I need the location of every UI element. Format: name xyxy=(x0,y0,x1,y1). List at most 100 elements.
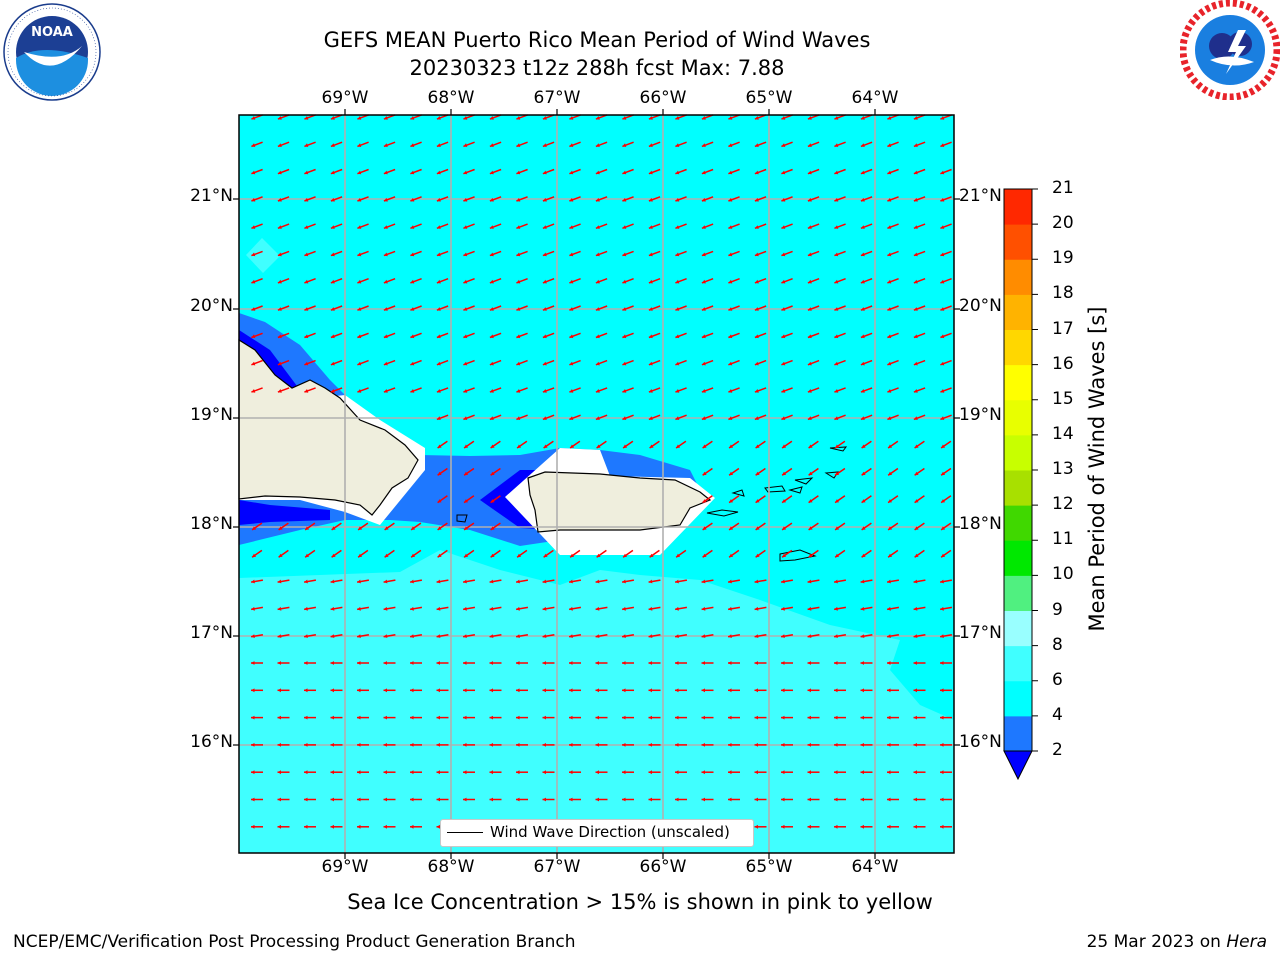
wind-wave-arrowhead xyxy=(622,634,626,638)
colorbar-segment xyxy=(1004,364,1032,401)
wind-wave-arrowhead xyxy=(436,361,441,366)
wind-wave-arrowhead xyxy=(834,743,838,747)
wind-wave-arrowhead xyxy=(436,634,441,638)
lon-label-top-67w: 67°W xyxy=(533,88,581,108)
wind-wave-arrowhead xyxy=(410,307,415,311)
wind-wave-arrowhead xyxy=(542,389,547,393)
wind-wave-arrowhead xyxy=(436,225,441,229)
wind-wave-arrowhead xyxy=(807,579,812,584)
wind-wave-arrowhead xyxy=(463,743,467,747)
wind-wave-arrowhead xyxy=(834,197,839,202)
wind-wave-arrowhead xyxy=(781,389,786,393)
wind-wave-arrowhead xyxy=(648,252,653,257)
wind-wave-arrowhead xyxy=(595,797,599,802)
noaa-logo-text: NOAA xyxy=(31,25,73,40)
wind-wave-arrowhead xyxy=(887,416,892,420)
wind-wave-arrowhead xyxy=(383,661,387,665)
wind-wave-arrowhead xyxy=(913,225,918,229)
wind-wave-arrowhead xyxy=(728,688,732,693)
wind-wave-arrowhead xyxy=(410,634,414,638)
wind-wave-arrowhead xyxy=(648,416,653,420)
wind-wave-arrowhead xyxy=(781,688,785,693)
wind-wave-arrowhead xyxy=(251,606,255,611)
wind-wave-arrowhead xyxy=(436,197,441,202)
wind-wave-arrowhead xyxy=(728,252,733,257)
wind-wave-arrowhead xyxy=(357,307,362,311)
colorbar-tick-label: 16 xyxy=(1052,353,1074,374)
wind-wave-arrowhead xyxy=(330,143,335,147)
wind-wave-arrowhead xyxy=(542,170,547,175)
wind-wave-arrowhead xyxy=(728,279,733,284)
colorbar-tick-label: 18 xyxy=(1052,283,1074,304)
wind-wave-arrowhead xyxy=(781,334,786,339)
wind-wave-arrowhead xyxy=(729,526,734,530)
wind-wave-arrowhead xyxy=(569,715,573,720)
colorbar-segment xyxy=(1004,680,1032,717)
wind-wave-arrowhead xyxy=(277,661,281,665)
wind-wave-arrowhead xyxy=(383,389,388,393)
wind-wave-arrowhead xyxy=(887,770,891,775)
wind-wave-arrowhead xyxy=(410,797,414,802)
wind-wave-arrowhead xyxy=(940,143,945,147)
wind-wave-arrowhead xyxy=(330,116,335,120)
wind-wave-arrowhead xyxy=(542,252,547,257)
wind-wave-arrowhead xyxy=(754,797,758,802)
colorbar-segment xyxy=(1004,645,1032,682)
wind-wave-arrowhead xyxy=(728,307,733,311)
wind-wave-arrowhead xyxy=(383,307,388,311)
wind-wave-arrowhead xyxy=(277,389,282,393)
wind-wave-arrowhead xyxy=(358,526,363,530)
wind-wave-arrowhead xyxy=(648,116,653,120)
wind-wave-arrowhead xyxy=(410,225,415,229)
wind-wave-arrowhead xyxy=(834,770,838,775)
wind-wave-arrowhead xyxy=(834,361,839,366)
wind-wave-arrowhead xyxy=(463,634,467,638)
wind-wave-arrowhead xyxy=(807,279,812,284)
wind-wave-arrowhead xyxy=(941,471,946,476)
wind-wave-arrowhead xyxy=(410,688,414,693)
wind-wave-arrowhead xyxy=(437,526,442,530)
wind-wave-arrowhead xyxy=(622,688,626,693)
wind-wave-arrowhead xyxy=(781,797,785,802)
lon-label-bottom-66w: 66°W xyxy=(639,857,687,877)
wind-wave-arrowhead xyxy=(940,770,944,775)
wind-wave-arrowhead xyxy=(701,797,705,802)
wind-wave-arrowhead xyxy=(516,170,521,175)
wind-wave-arrowhead xyxy=(913,307,918,311)
wind-wave-arrowhead xyxy=(542,715,546,720)
wind-wave-arrowhead xyxy=(676,444,681,448)
wind-wave-arrowhead xyxy=(835,499,840,503)
wind-wave-arrowhead xyxy=(463,606,467,611)
lon-label-bottom-68w: 68°W xyxy=(427,857,475,877)
wind-wave-arrowhead xyxy=(807,197,812,202)
wind-wave-arrowhead xyxy=(330,361,335,366)
wind-wave-arrowhead xyxy=(755,553,760,558)
wind-wave-arrowhead xyxy=(702,526,707,530)
wind-wave-arrowhead xyxy=(622,279,627,284)
colorbar-tick-label: 19 xyxy=(1052,248,1074,269)
wind-wave-arrowhead xyxy=(596,553,601,558)
lon-label-top-69w: 69°W xyxy=(321,88,369,108)
wind-wave-arrowhead xyxy=(913,579,918,584)
wind-wave-arrowhead xyxy=(807,143,812,147)
wind-wave-arrowhead xyxy=(277,279,282,284)
wind-wave-arrowhead xyxy=(277,770,281,775)
wind-wave-arrowhead xyxy=(463,334,468,339)
wind-wave-arrowhead xyxy=(357,824,361,829)
lat-label-left-21n: 21°N xyxy=(190,186,233,206)
wind-wave-arrowhead xyxy=(251,361,256,366)
wind-wave-arrowhead xyxy=(595,416,600,420)
wind-wave-arrowhead xyxy=(754,116,759,120)
wind-wave-arrowhead xyxy=(383,743,387,747)
wind-wave-arrowhead xyxy=(622,307,627,311)
colorbar-segment xyxy=(1004,259,1032,295)
wind-wave-arrowhead xyxy=(595,661,599,665)
wind-wave-arrowhead xyxy=(914,553,919,558)
wind-wave-arrowhead xyxy=(754,606,759,611)
lat-label-left-19n: 19°N xyxy=(190,405,233,425)
wind-wave-arrowhead xyxy=(728,606,732,611)
wind-wave-arrowhead xyxy=(542,579,547,584)
lat-label-right-17n: 17°N xyxy=(959,623,1002,643)
wind-wave-arrowhead xyxy=(754,252,759,257)
wind-wave-arrowhead xyxy=(781,307,786,311)
